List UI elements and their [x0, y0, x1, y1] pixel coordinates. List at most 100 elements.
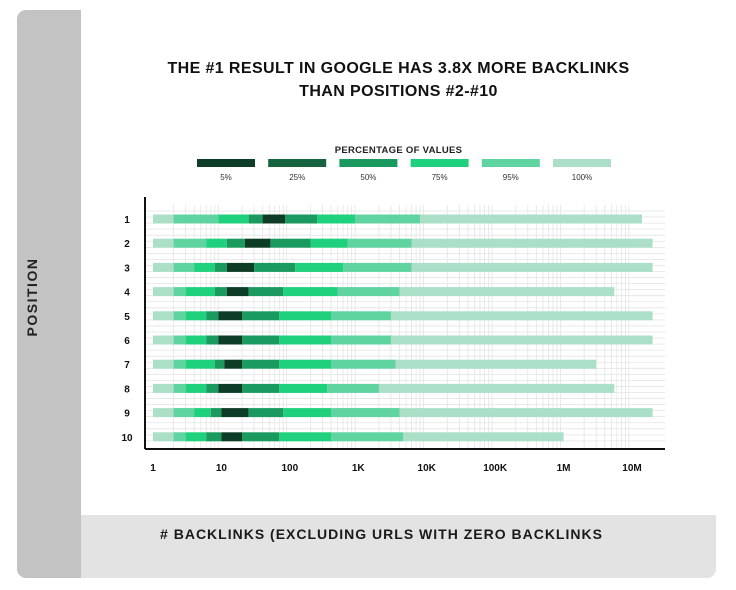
bar-segment-pos10-5: [221, 432, 243, 442]
bar-segment-pos8-1: [153, 383, 174, 393]
bar-segment-pos4-4: [214, 287, 227, 297]
bar-segment-pos3-7: [295, 262, 344, 272]
bar-segment-pos5-8: [331, 311, 391, 321]
bar-segment-pos4-8: [337, 287, 400, 297]
bar-segment-pos4-7: [283, 287, 338, 297]
bar-segment-pos1-8: [355, 214, 421, 224]
bar-segment-pos7-8: [331, 359, 396, 369]
bar-segment-pos7-9: [395, 359, 597, 369]
chart-title: THE #1 RESULT IN GOOGLE HAS 3.8X MORE BA…: [81, 57, 716, 103]
bar-segment-pos4-3: [185, 287, 215, 297]
bar-segment-pos7-5: [224, 359, 243, 369]
bar-segment-pos7-4: [214, 359, 225, 369]
legend-swatch-5: [481, 159, 540, 167]
y-tick-label-10: 10: [121, 433, 133, 444]
legend-label-4: 75%: [432, 173, 448, 182]
bar-segment-pos5-3: [185, 311, 207, 321]
bar-segment-pos4-1: [153, 287, 174, 297]
x-tick-label-3: 100: [282, 463, 299, 474]
bar-segment-pos7-6: [242, 359, 280, 369]
bar-segment-pos2-2: [173, 238, 207, 248]
bar-segment-pos8-9: [378, 383, 615, 393]
legend-label-6: 100%: [572, 173, 592, 182]
bar-segment-pos8-3: [185, 383, 207, 393]
bar-segment-pos4-6: [248, 287, 284, 297]
bar-segment-pos2-8: [347, 238, 412, 248]
bar-segment-pos9-4: [210, 408, 222, 418]
bar-segment-pos10-2: [173, 432, 186, 442]
bar-segment-pos9-6: [248, 408, 284, 418]
bar-segment-pos10-7: [279, 432, 332, 442]
bar-segment-pos6-8: [331, 335, 391, 345]
bar-segment-pos9-3: [194, 408, 211, 418]
bar-segment-pos3-1: [153, 262, 174, 272]
bar-segment-pos5-1: [153, 311, 174, 321]
bar-segment-pos8-4: [206, 383, 219, 393]
bar-segment-pos1-2: [173, 214, 219, 224]
legend-label-2: 25%: [289, 173, 305, 182]
x-tick-label-6: 100K: [483, 463, 508, 474]
bar-segment-pos10-6: [242, 432, 280, 442]
bar-segment-pos2-7: [310, 238, 348, 248]
bar-segment-pos2-1: [153, 238, 174, 248]
bar-segment-pos6-5: [218, 335, 243, 345]
x-tick-label-8: 10M: [622, 463, 641, 474]
legend-swatch-2: [268, 159, 327, 167]
bar-segment-pos5-4: [206, 311, 219, 321]
bar-segment-pos9-7: [283, 408, 332, 418]
bar-segment-pos10-8: [331, 432, 403, 442]
chart-title-line-2: THAN POSITIONS #2-#10: [299, 83, 498, 100]
bar-segment-pos7-3: [185, 359, 215, 369]
legend-label-1: 5%: [220, 173, 232, 182]
legend-swatch-1: [197, 159, 255, 167]
x-tick-label-5: 10K: [418, 463, 437, 474]
bar-segment-pos1-9: [420, 214, 642, 224]
bar-segment-pos1-6: [285, 214, 318, 224]
bar-segment-pos5-6: [242, 311, 280, 321]
bar-segment-pos9-1: [153, 408, 174, 418]
bar-segment-pos8-7: [279, 383, 328, 393]
bar-segment-pos8-6: [242, 383, 280, 393]
y-tick-label-6: 6: [124, 336, 130, 347]
bar-segment-pos4-9: [399, 287, 615, 297]
y-tick-label-3: 3: [124, 263, 130, 274]
bar-segment-pos8-2: [173, 383, 186, 393]
bar-segment-pos3-2: [173, 262, 195, 272]
legend-swatch-3: [339, 159, 398, 167]
bar-segment-pos8-8: [327, 383, 379, 393]
bar-segment-pos10-9: [402, 432, 564, 442]
bar-segment-pos7-2: [173, 359, 186, 369]
bar-segment-pos2-3: [206, 238, 227, 248]
x-tick-label-2: 10: [216, 463, 228, 474]
bar-segment-pos6-2: [173, 335, 186, 345]
y-tick-label-9: 9: [124, 409, 130, 420]
bar-segment-pos9-2: [173, 408, 195, 418]
x-axis-band: [81, 515, 716, 578]
bar-segment-pos1-3: [218, 214, 249, 224]
legend-label-3: 50%: [360, 173, 376, 182]
bar-segment-pos6-6: [242, 335, 280, 345]
bar-segment-pos1-4: [248, 214, 263, 224]
bar-segment-pos7-1: [153, 359, 174, 369]
bar-segment-pos1-5: [262, 214, 286, 224]
bar-segment-pos10-1: [153, 432, 174, 442]
bar-segment-pos3-9: [411, 262, 653, 272]
bar-segment-pos4-5: [226, 287, 249, 297]
bar-segment-pos6-4: [206, 335, 219, 345]
bar-segment-pos3-8: [343, 262, 412, 272]
y-axis-band: [17, 10, 81, 578]
bar-segment-pos3-5: [226, 262, 255, 272]
bar-segment-pos10-4: [206, 432, 222, 442]
bar-segment-pos4-2: [173, 287, 186, 297]
y-tick-label-8: 8: [124, 384, 130, 395]
bar-segment-pos9-9: [399, 408, 653, 418]
x-tick-label-1: 1: [150, 463, 156, 474]
legend-swatch-6: [553, 159, 611, 167]
bar-segment-pos2-6: [270, 238, 311, 248]
bar-segment-pos7-7: [279, 359, 332, 369]
bar-segment-pos10-3: [185, 432, 207, 442]
bar-segment-pos6-9: [390, 335, 653, 345]
legend-label-5: 95%: [503, 173, 519, 182]
bar-segment-pos5-9: [390, 311, 653, 321]
